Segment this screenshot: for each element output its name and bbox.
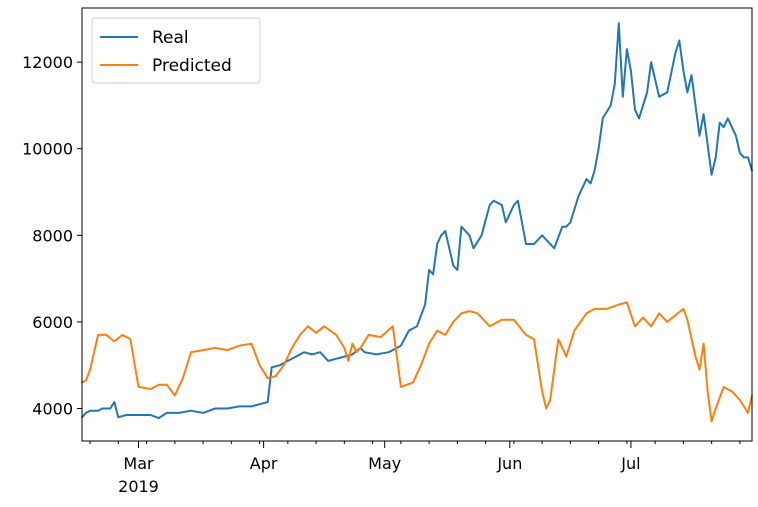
series-line-real bbox=[81, 22, 753, 420]
plot-area bbox=[81, 22, 753, 423]
series-line-predicted bbox=[81, 301, 753, 423]
y-tick-label: 6000 bbox=[32, 313, 73, 332]
x-tick-label: May bbox=[368, 454, 401, 473]
x-tick-sublabel: 2019 bbox=[118, 477, 159, 496]
axes: 4000 6000 8000 10000 12000 Mar 2019 Apr May Jun Ju… bbox=[22, 7, 753, 496]
legend-label-real: Real bbox=[152, 28, 189, 48]
x-tick-label: Apr bbox=[250, 454, 278, 473]
y-tick-label: 10000 bbox=[22, 140, 73, 159]
y-tick-label: 12000 bbox=[22, 53, 73, 72]
legend: Real Predicted bbox=[91, 17, 261, 84]
legend-box bbox=[91, 17, 261, 84]
y-tick-label: 4000 bbox=[32, 400, 73, 419]
x-tick-label: Mar bbox=[123, 454, 154, 473]
x-tick-label: Jun bbox=[496, 454, 522, 473]
y-tick-label: 8000 bbox=[32, 226, 73, 245]
legend-label-predicted: Predicted bbox=[152, 56, 232, 76]
axes-frame bbox=[81, 7, 753, 442]
x-tick-label: Jul bbox=[620, 454, 640, 473]
